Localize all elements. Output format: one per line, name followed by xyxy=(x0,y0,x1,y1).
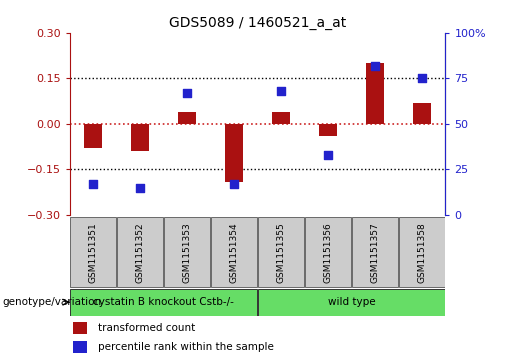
Text: GSM1151356: GSM1151356 xyxy=(323,223,333,283)
Bar xyxy=(131,124,149,151)
Text: GSM1151352: GSM1151352 xyxy=(135,223,145,283)
Text: GSM1151354: GSM1151354 xyxy=(230,223,238,283)
Bar xyxy=(366,63,384,124)
Point xyxy=(371,62,379,68)
FancyBboxPatch shape xyxy=(117,217,163,287)
Point xyxy=(230,181,238,187)
FancyBboxPatch shape xyxy=(258,217,303,287)
Bar xyxy=(83,124,102,148)
Point xyxy=(324,152,332,158)
Bar xyxy=(319,124,337,136)
Text: cystatin B knockout Cstb-/-: cystatin B knockout Cstb-/- xyxy=(93,297,234,307)
Bar xyxy=(271,112,290,124)
Text: GSM1151353: GSM1151353 xyxy=(182,223,192,283)
FancyBboxPatch shape xyxy=(73,341,87,353)
Text: GSM1151357: GSM1151357 xyxy=(370,223,380,283)
Text: GSM1151351: GSM1151351 xyxy=(89,223,97,283)
FancyBboxPatch shape xyxy=(70,289,257,316)
FancyBboxPatch shape xyxy=(352,217,398,287)
Bar xyxy=(178,112,196,124)
FancyBboxPatch shape xyxy=(211,217,256,287)
Point xyxy=(277,88,285,94)
Text: GSM1151355: GSM1151355 xyxy=(277,223,285,283)
Point xyxy=(183,90,191,96)
FancyBboxPatch shape xyxy=(164,217,210,287)
FancyBboxPatch shape xyxy=(399,217,444,287)
Title: GDS5089 / 1460521_a_at: GDS5089 / 1460521_a_at xyxy=(169,16,346,30)
Point xyxy=(418,76,426,81)
Text: percentile rank within the sample: percentile rank within the sample xyxy=(98,342,273,352)
Point xyxy=(89,181,97,187)
Text: GSM1151358: GSM1151358 xyxy=(418,223,426,283)
FancyBboxPatch shape xyxy=(305,217,351,287)
Bar xyxy=(225,124,244,182)
FancyBboxPatch shape xyxy=(70,217,115,287)
Bar xyxy=(413,103,432,124)
Point xyxy=(136,185,144,191)
FancyBboxPatch shape xyxy=(73,322,87,334)
Text: genotype/variation: genotype/variation xyxy=(3,297,101,307)
Text: wild type: wild type xyxy=(328,297,375,307)
FancyBboxPatch shape xyxy=(258,289,445,316)
Text: transformed count: transformed count xyxy=(98,323,195,333)
